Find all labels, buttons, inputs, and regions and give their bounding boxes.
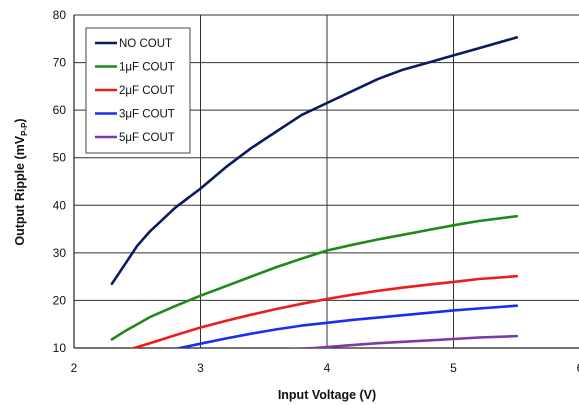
y-tick-label: 80: [53, 8, 67, 22]
y-tick-label: 70: [53, 56, 67, 70]
x-tick-label: 3: [197, 361, 204, 375]
x-tick-label: 4: [324, 361, 331, 375]
x-tick-label: 6: [577, 361, 579, 375]
series-line-4: [288, 334, 519, 348]
legend-label: 5μF COUT: [119, 132, 175, 144]
legend-label: 2μF COUT: [119, 85, 175, 97]
y-tick-label: 50: [53, 151, 67, 165]
y-tick-label: 30: [53, 246, 67, 260]
legend: NO COUT 1μF COUT 2μF COUT 3μF COUT 5μF COUT: [85, 27, 191, 154]
y-axis-title-main: Output Ripple (mV: [13, 135, 27, 245]
y-axis-title-sub: P-P: [20, 122, 29, 136]
legend-label: 3μF COUT: [119, 109, 175, 121]
series-line-1: [110, 214, 519, 341]
y-tick-label: 20: [53, 293, 67, 307]
x-tick-labels: 2 3 4 5 6: [71, 361, 579, 375]
series-line-2: [130, 274, 519, 348]
y-tick-label: 10: [53, 341, 67, 355]
series-line-0: [110, 36, 519, 286]
y-tick-labels: 10 20 30 40 50 60 70 80: [53, 8, 67, 355]
legend-items: NO COUT 1μF COUT 2μF COUT 3μF COUT 5μF COUT: [95, 38, 175, 144]
y-axis-title: Output Ripple (mVP-P): [13, 118, 29, 245]
series-line-3: [174, 304, 519, 348]
y-axis-title-close: ): [13, 118, 27, 122]
legend-label: NO COUT: [119, 38, 172, 50]
x-tick-label: 2: [71, 361, 78, 375]
legend-label: 1μF COUT: [119, 62, 175, 74]
y-tick-label: 40: [53, 198, 67, 212]
series-lines: [110, 36, 519, 348]
y-tick-label: 60: [53, 103, 67, 117]
x-tick-label: 5: [450, 361, 457, 375]
x-axis-title: Input Voltage (V): [278, 388, 376, 402]
